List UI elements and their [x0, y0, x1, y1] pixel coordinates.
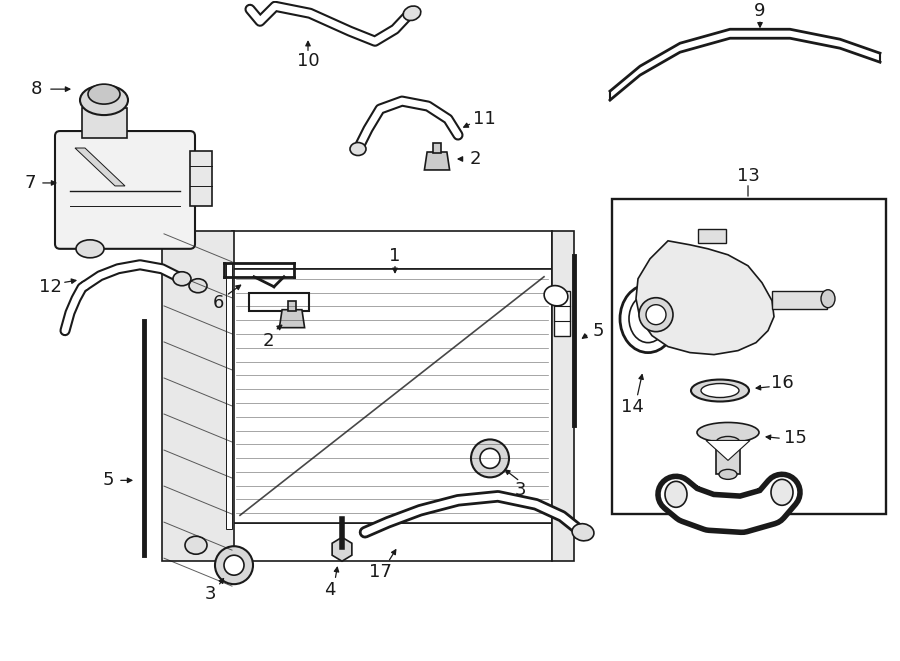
Polygon shape: [636, 241, 774, 354]
Text: 7: 7: [24, 174, 36, 192]
Text: 5: 5: [592, 322, 604, 340]
Text: 8: 8: [31, 80, 41, 98]
Text: 2: 2: [262, 332, 274, 350]
Bar: [232, 269, 552, 524]
Ellipse shape: [403, 6, 421, 20]
Bar: [232, 524, 552, 561]
Ellipse shape: [80, 85, 128, 115]
Ellipse shape: [697, 422, 759, 442]
Ellipse shape: [771, 479, 793, 505]
Text: 16: 16: [770, 373, 794, 391]
Ellipse shape: [189, 279, 207, 293]
Ellipse shape: [544, 286, 568, 306]
Bar: [162, 231, 234, 561]
Bar: [698, 229, 726, 243]
Bar: [433, 143, 441, 153]
Ellipse shape: [701, 383, 739, 397]
Ellipse shape: [639, 297, 673, 332]
Text: 4: 4: [324, 581, 336, 599]
Polygon shape: [425, 152, 450, 170]
Text: 2: 2: [469, 150, 481, 168]
Text: 15: 15: [784, 430, 806, 447]
Text: 5: 5: [103, 471, 113, 489]
Polygon shape: [706, 440, 750, 461]
Polygon shape: [332, 537, 352, 561]
Ellipse shape: [471, 440, 509, 477]
Text: 9: 9: [754, 2, 766, 20]
Ellipse shape: [76, 240, 104, 258]
Ellipse shape: [821, 290, 835, 308]
Bar: [82, 108, 127, 138]
Polygon shape: [75, 148, 125, 186]
Bar: [772, 291, 827, 309]
Bar: [288, 301, 296, 311]
Text: 11: 11: [472, 110, 495, 128]
Ellipse shape: [665, 481, 687, 507]
Bar: [612, 199, 886, 514]
Ellipse shape: [629, 295, 667, 342]
Ellipse shape: [716, 436, 740, 448]
Ellipse shape: [350, 143, 366, 155]
Text: 3: 3: [514, 481, 526, 499]
Ellipse shape: [88, 84, 120, 104]
Ellipse shape: [480, 448, 500, 469]
Ellipse shape: [224, 555, 244, 575]
Polygon shape: [279, 310, 304, 328]
Bar: [552, 231, 574, 561]
Ellipse shape: [173, 272, 191, 286]
Text: 10: 10: [297, 52, 320, 70]
Ellipse shape: [572, 524, 594, 541]
Ellipse shape: [646, 305, 666, 325]
Text: 6: 6: [212, 293, 224, 312]
FancyBboxPatch shape: [55, 131, 195, 249]
Bar: [232, 231, 552, 269]
Bar: [716, 442, 740, 475]
Text: 14: 14: [621, 397, 644, 416]
Ellipse shape: [719, 469, 737, 479]
Ellipse shape: [620, 285, 676, 352]
Ellipse shape: [185, 536, 207, 554]
Ellipse shape: [215, 546, 253, 584]
Text: 3: 3: [204, 585, 216, 603]
Bar: [190, 151, 212, 206]
Text: 12: 12: [39, 278, 61, 295]
Text: 17: 17: [369, 563, 392, 581]
Ellipse shape: [691, 379, 749, 401]
Bar: [249, 293, 309, 311]
Bar: [554, 291, 570, 336]
Text: 13: 13: [736, 167, 760, 185]
Bar: [226, 263, 232, 529]
Text: 1: 1: [390, 247, 400, 265]
